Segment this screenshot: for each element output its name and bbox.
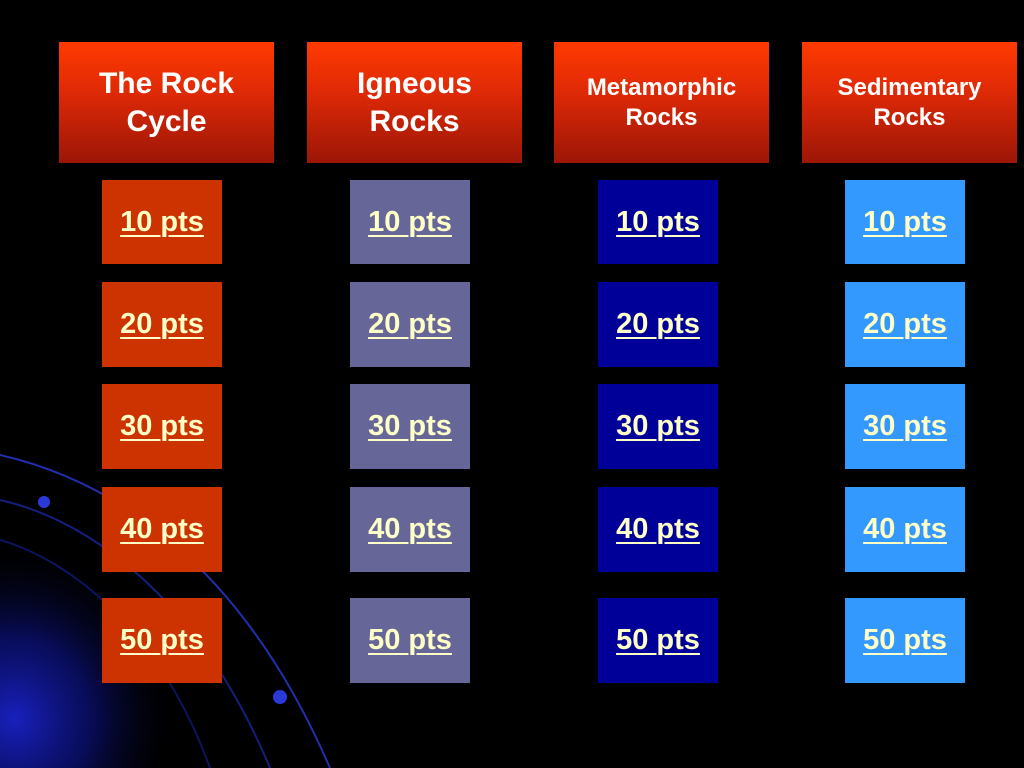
tile-metamorphic-20[interactable]: 20 pts <box>598 282 718 367</box>
category-title: Metamorphic Rocks <box>586 73 737 131</box>
points-link[interactable]: 30 pts <box>120 410 204 442</box>
tile-sedimentary-20[interactable]: 20 pts <box>845 282 965 367</box>
tile-metamorphic-40[interactable]: 40 pts <box>598 487 718 572</box>
tile-rock-cycle-30[interactable]: 30 pts <box>102 384 222 469</box>
tile-metamorphic-50[interactable]: 50 pts <box>598 598 718 683</box>
tile-metamorphic-30[interactable]: 30 pts <box>598 384 718 469</box>
category-title: The Rock Cycle <box>98 67 235 138</box>
tile-igneous-50[interactable]: 50 pts <box>350 598 470 683</box>
tile-igneous-30[interactable]: 30 pts <box>350 384 470 469</box>
category-header-rock-cycle: The Rock Cycle <box>59 42 274 163</box>
tile-metamorphic-10[interactable]: 10 pts <box>598 180 718 264</box>
tile-sedimentary-50[interactable]: 50 pts <box>845 598 965 683</box>
points-link[interactable]: 10 pts <box>863 205 947 238</box>
points-link[interactable]: 50 pts <box>616 624 700 656</box>
points-link[interactable]: 40 pts <box>120 513 204 545</box>
points-link[interactable]: 50 pts <box>120 624 204 656</box>
category-header-metamorphic-rocks: Metamorphic Rocks <box>554 42 769 163</box>
points-link[interactable]: 40 pts <box>863 513 947 545</box>
points-link[interactable]: 40 pts <box>616 513 700 545</box>
points-link[interactable]: 30 pts <box>368 410 452 442</box>
points-link[interactable]: 30 pts <box>616 410 700 442</box>
points-link[interactable]: 10 pts <box>616 205 700 238</box>
tile-rock-cycle-40[interactable]: 40 pts <box>102 487 222 572</box>
points-link[interactable]: 20 pts <box>120 308 204 340</box>
points-link[interactable]: 20 pts <box>863 308 947 340</box>
tile-sedimentary-30[interactable]: 30 pts <box>845 384 965 469</box>
points-link[interactable]: 50 pts <box>368 624 452 656</box>
points-link[interactable]: 30 pts <box>863 410 947 442</box>
tile-rock-cycle-10[interactable]: 10 pts <box>102 180 222 264</box>
tile-sedimentary-40[interactable]: 40 pts <box>845 487 965 572</box>
category-header-igneous-rocks: Igneous Rocks <box>307 42 522 163</box>
tile-rock-cycle-50[interactable]: 50 pts <box>102 598 222 683</box>
points-link[interactable]: 20 pts <box>616 308 700 340</box>
category-title: Igneous Rocks <box>356 67 472 138</box>
points-link[interactable]: 10 pts <box>368 205 452 238</box>
points-link[interactable]: 50 pts <box>863 624 947 656</box>
category-header-sedimentary-rocks: Sedimentary Rocks <box>802 42 1017 163</box>
tile-igneous-10[interactable]: 10 pts <box>350 180 470 264</box>
tile-rock-cycle-20[interactable]: 20 pts <box>102 282 222 367</box>
tile-igneous-20[interactable]: 20 pts <box>350 282 470 367</box>
points-link[interactable]: 20 pts <box>368 308 452 340</box>
points-link[interactable]: 10 pts <box>120 205 204 238</box>
tile-sedimentary-10[interactable]: 10 pts <box>845 180 965 264</box>
category-title: Sedimentary Rocks <box>837 73 982 131</box>
points-link[interactable]: 40 pts <box>368 513 452 545</box>
tile-igneous-40[interactable]: 40 pts <box>350 487 470 572</box>
